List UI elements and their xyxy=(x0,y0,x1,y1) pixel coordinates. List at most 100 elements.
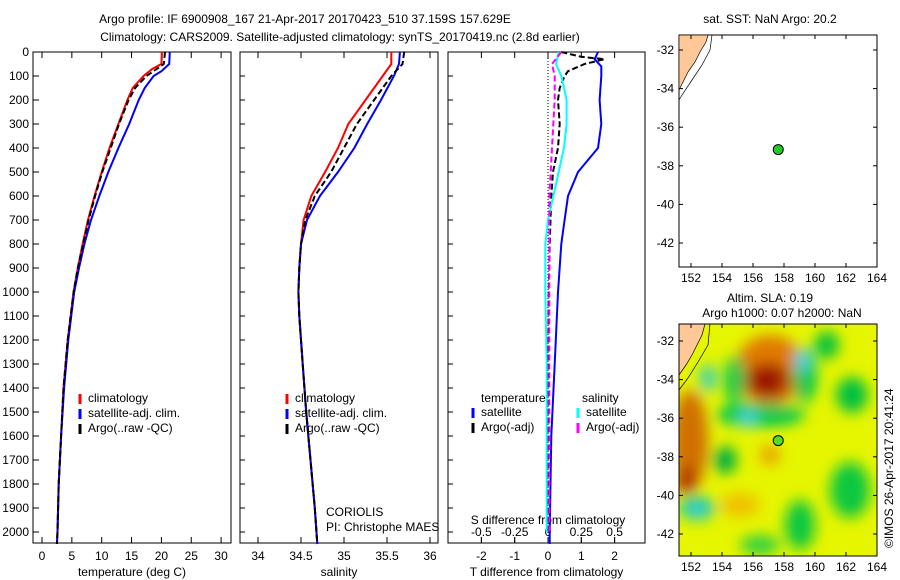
depth-contour xyxy=(679,324,711,391)
profile-line-argo-raw-qc- xyxy=(55,51,166,545)
argo-location-marker xyxy=(772,435,784,447)
legend-label: climatology xyxy=(295,391,355,405)
legend-label: Argo(..raw -QC) xyxy=(88,421,173,435)
y-tick-label: 400 xyxy=(9,141,29,155)
y-tick-label: 1900 xyxy=(2,501,29,515)
lat-tick-label: -40 xyxy=(657,197,675,211)
legend-title-temperature: temperature xyxy=(481,391,546,405)
profile-line-s-satellite xyxy=(544,51,568,532)
profile-line-t-argo-adj- xyxy=(547,51,605,532)
y-tick-label: 900 xyxy=(9,261,29,275)
lat-tick-label: -36 xyxy=(657,120,675,134)
profile-line-t-satellite xyxy=(548,51,603,544)
y-tick-label: 1600 xyxy=(2,429,29,443)
lon-tick-label: 160 xyxy=(805,271,825,285)
lat-tick-label: -32 xyxy=(657,334,675,348)
lon-tick-label: 152 xyxy=(681,560,701,574)
lat-tick-label: -42 xyxy=(657,527,675,541)
lat-tick-label: -34 xyxy=(657,82,675,96)
x-tick-label: 0 xyxy=(39,549,46,563)
map-bottom-sla: 152 154 156 158 160 162 164 -32 -34 -36 -38 -40 -42 xyxy=(657,323,887,574)
y-tick-label: 1700 xyxy=(2,453,29,467)
y-tick-label: 200 xyxy=(9,93,29,107)
credit-pi: PI: Christophe MAES xyxy=(326,520,439,534)
profile-line-argo-raw-qc- xyxy=(297,51,406,545)
map-bottom-title1: Altim. SLA: 0.19 xyxy=(727,291,813,305)
plot-frame xyxy=(447,51,646,544)
depth-contour xyxy=(678,34,713,101)
x-tick-label: 2 xyxy=(611,549,618,563)
y-tick-label: 600 xyxy=(9,189,29,203)
lon-tick-label: 164 xyxy=(867,271,887,285)
profile-line-satellite-adj-clim- xyxy=(55,51,171,545)
lat-tick-label: -32 xyxy=(657,43,675,57)
legend-label: Argo(-adj) xyxy=(586,420,639,434)
lon-tick-label: 154 xyxy=(712,560,732,574)
map-bottom-frame xyxy=(678,323,878,557)
y-tick-label: 2000 xyxy=(2,525,29,539)
x-tick-label: 1 xyxy=(578,549,585,563)
lon-tick-label: 154 xyxy=(712,271,732,285)
lon-tick-label: 156 xyxy=(743,271,763,285)
plot-frame xyxy=(32,51,232,544)
x-tick-label: -2 xyxy=(476,549,487,563)
y-tick-label: 500 xyxy=(9,165,29,179)
lat-tick-label: -36 xyxy=(657,411,675,425)
lon-tick-label: 156 xyxy=(743,560,763,574)
lon-tick-label: 158 xyxy=(774,271,794,285)
x-tick-label: 35 xyxy=(337,549,351,563)
x-tick-label: 34 xyxy=(251,549,265,563)
lon-tick-label: 164 xyxy=(867,560,887,574)
plot-frame xyxy=(239,51,439,544)
lon-tick-label: 162 xyxy=(836,560,856,574)
title-line1: Argo profile: IF 6900908_167 21-Apr-2017… xyxy=(99,12,511,26)
profile-line-satellite-adj-clim- xyxy=(297,51,401,545)
map-top-title: sat. SST: NaN Argo: 20.2 xyxy=(703,12,837,26)
x-axis-label: T difference from climatology xyxy=(470,565,624,579)
lat-tick-label: -42 xyxy=(657,236,675,250)
sla-field xyxy=(679,331,870,555)
x-tick-label: 36 xyxy=(423,549,437,563)
land-australia xyxy=(679,324,706,376)
difference-panel: -2 -1 0 1 2 T difference from climatology -0.5… xyxy=(447,51,646,579)
profile-line-s-argo-adj- xyxy=(548,51,563,532)
y-tick-label: 1300 xyxy=(2,357,29,371)
x-tick-label: 30 xyxy=(214,549,228,563)
lon-tick-label: 162 xyxy=(836,271,856,285)
x-tick-label: -1 xyxy=(509,549,520,563)
x-axis-label: salinity xyxy=(321,565,358,579)
x2-tick-label: -0.25 xyxy=(501,525,529,539)
argo-location-marker xyxy=(772,144,784,156)
legend-label: satellite-adj. clim. xyxy=(88,406,180,420)
title-line2: Climatology: CARS2009. Satellite-adjuste… xyxy=(100,30,580,44)
y-tick-label: 1200 xyxy=(2,333,29,347)
y-tick-label: 1100 xyxy=(3,309,29,323)
legend-label: satellite xyxy=(481,405,522,419)
lon-tick-label: 152 xyxy=(681,271,701,285)
y-tick-label: 300 xyxy=(9,117,29,131)
legend-title-salinity: salinity xyxy=(582,391,619,405)
x2-tick-label: 0.25 xyxy=(570,525,594,539)
y-tick-label: 1000 xyxy=(2,285,29,299)
y-tick-label: 1500 xyxy=(2,405,29,419)
land-australia xyxy=(678,34,709,91)
y-tick-label: 1400 xyxy=(2,381,29,395)
x-axis-label: temperature (deg C) xyxy=(78,565,186,579)
lon-tick-label: 158 xyxy=(774,560,794,574)
imos-stamp: ©IMOS 26-Apr-2017 20:41:24 xyxy=(882,388,896,548)
map-top: 152 154 156 158 160 162 164 -32 -34 -36 -38 -40 -42 xyxy=(657,34,887,285)
legend-label: Argo(..raw -QC) xyxy=(295,421,380,435)
legend-label: Argo(-adj) xyxy=(481,420,534,434)
x2-tick-label: -0.5 xyxy=(471,525,492,539)
lat-tick-label: -40 xyxy=(657,488,675,502)
x-tick-label: 34.5 xyxy=(289,549,313,563)
x2-tick-label: 0.5 xyxy=(606,525,623,539)
credit-coriolis: CORIOLIS xyxy=(326,505,383,519)
x-tick-label: 5 xyxy=(69,549,76,563)
legend-label: satellite xyxy=(586,405,627,419)
lat-tick-label: -34 xyxy=(657,373,675,387)
x-tick-label: 25 xyxy=(185,549,199,563)
y-tick-label: 0 xyxy=(22,45,29,59)
x-tick-label: 0 xyxy=(545,549,552,563)
